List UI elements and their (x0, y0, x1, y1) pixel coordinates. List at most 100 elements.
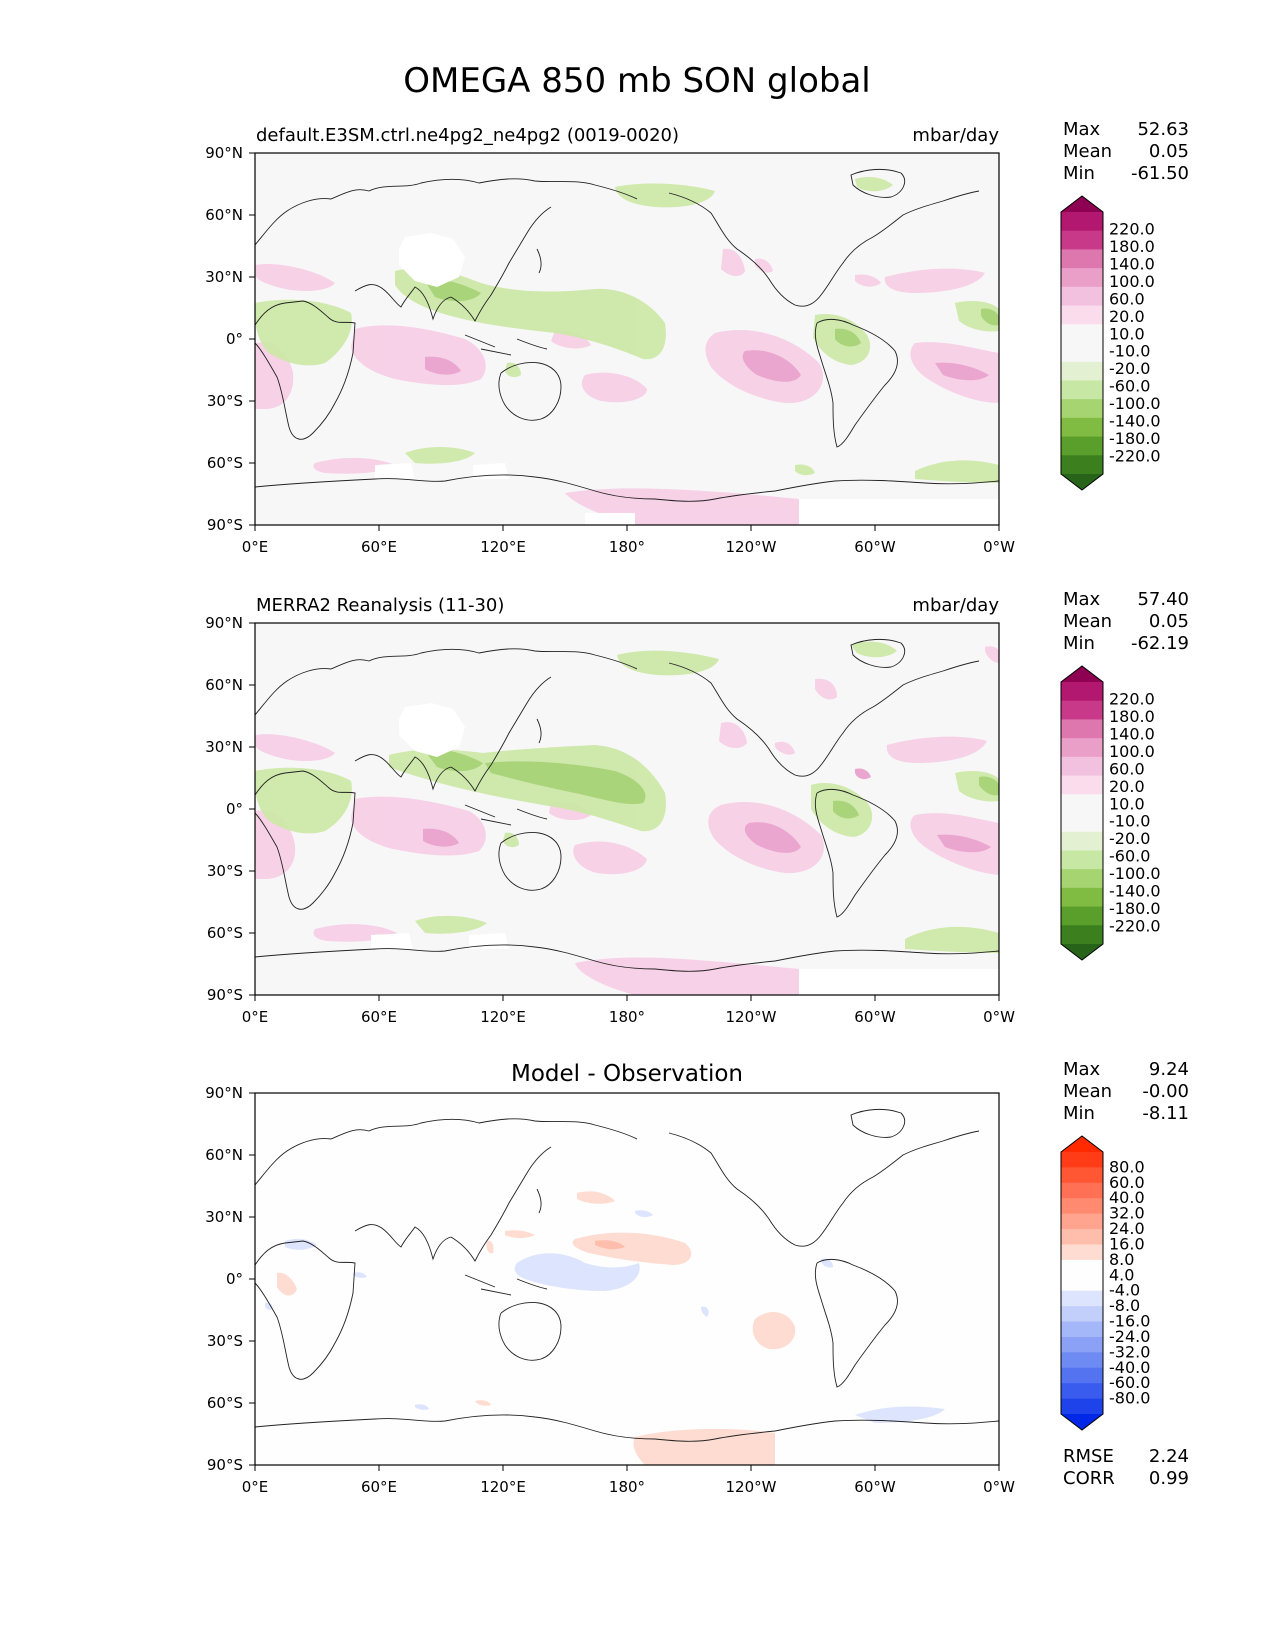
colorbar-segment (1061, 925, 1103, 945)
stat-label-min: Min (1063, 633, 1095, 654)
colorbar-tick-label: 180.0 (1109, 237, 1155, 256)
colorbar-segment (1061, 249, 1103, 269)
colorbar-tick-label: 140.0 (1109, 724, 1155, 743)
stat-label-min: Min (1063, 163, 1095, 184)
stat-label-max: Max (1063, 589, 1101, 610)
lon-tick-label: 120°E (480, 1478, 526, 1496)
lon-tick-label: 120°W (726, 1008, 777, 1026)
map-area (254, 1092, 1000, 1466)
lon-tick-label: 120°E (480, 1008, 526, 1026)
colorbar-extend-max (1061, 1136, 1103, 1152)
colorbar-segment (1061, 380, 1103, 400)
colorbar-extend-min (1061, 1414, 1103, 1430)
colorbar-extend-max (1061, 196, 1103, 212)
lon-tick-label: 0°W (983, 1008, 1015, 1026)
colorbar-segment (1061, 436, 1103, 456)
colorbar-tick-label: -220.0 (1109, 447, 1161, 466)
colorbar-tick-label: 100.0 (1109, 742, 1155, 761)
stat-label-max: Max (1063, 119, 1101, 140)
panel-difference: Model - Observation (205, 1061, 1015, 1496)
colorbar-segment (1061, 1306, 1103, 1323)
colorbar-tick-label: -16.0 (1109, 1312, 1150, 1331)
lat-tick-label: 60°N (205, 676, 243, 694)
lon-tick-label: 120°E (480, 538, 526, 556)
colorbar-segment (1061, 286, 1103, 307)
colorbar-segment (1061, 1182, 1103, 1199)
lat-tick-label: 90°N (205, 1084, 243, 1102)
lat-tick-label: 60°S (207, 1394, 243, 1412)
contour-positive-core (425, 350, 989, 382)
contour-negative (265, 1210, 945, 1423)
lon-tick-label: 180° (609, 538, 645, 556)
lat-axis: 90°N 60°N 30°N 0° 30°S 60°S 90°S (205, 614, 255, 1004)
lon-axis: 0°E 60°E 120°E 180° 120°W 60°W 0°W (242, 525, 1015, 556)
colorbar-segment (1061, 343, 1103, 363)
panel-reference: MERRA2 Reanalysis (11-30) mbar/day (205, 595, 1015, 1026)
lat-axis: 90°N 60°N 30°N 0° 30°S 60°S 90°S (205, 144, 255, 534)
stat-value-mean: 0.05 (1149, 611, 1189, 632)
colorbar-segment (1061, 1336, 1103, 1353)
lat-tick-label: 60°S (207, 454, 243, 472)
colorbar-reference: 220.0180.0140.0100.060.020.010.0-10.0-20… (1060, 665, 1161, 961)
colorbar-tick-label: 16.0 (1109, 1234, 1145, 1253)
lon-tick-label: 60°W (854, 1008, 896, 1026)
colorbar-tick-label: -100.0 (1109, 394, 1161, 413)
stat-value-rmse: 2.24 (1149, 1446, 1189, 1467)
colorbar-tick-label: -4.0 (1109, 1281, 1140, 1300)
colorbar-segment (1061, 719, 1103, 739)
stat-value-min: -61.50 (1131, 163, 1189, 184)
stat-label-rmse: RMSE (1063, 1446, 1114, 1467)
colorbar-segment (1061, 417, 1103, 438)
colorbar-extend-min (1061, 944, 1103, 960)
colorbar-segment (1061, 887, 1103, 908)
colorbar-tick-label: 220.0 (1109, 689, 1155, 708)
colorbar-tick-label: 60.0 (1109, 759, 1145, 778)
colorbar-segment (1061, 1213, 1103, 1230)
panel-left-title: MERRA2 Reanalysis (11-30) (256, 595, 504, 616)
colorbar-segment (1061, 212, 1103, 232)
colorbar-segment (1061, 399, 1103, 419)
colorbar-segment (1061, 738, 1103, 758)
colorbar-tick-label: 24.0 (1109, 1219, 1145, 1238)
map-area (254, 622, 1000, 996)
colorbar-segment (1061, 794, 1103, 814)
contour-negative-core (425, 279, 999, 347)
panel-test: default.E3SM.ctrl.ne4pg2_ne4pg2 (0019-00… (205, 125, 1015, 556)
stats-reference: Max 57.40 Mean 0.05 Min -62.19 (1063, 589, 1189, 654)
colorbar-segment (1061, 1275, 1103, 1292)
stat-label-corr: CORR (1063, 1468, 1115, 1489)
stat-label-mean: Mean (1063, 141, 1112, 162)
lon-tick-label: 0°W (983, 1478, 1015, 1496)
colorbar-tick-label: -20.0 (1109, 829, 1150, 848)
colorbar-tick-label: 20.0 (1109, 307, 1145, 326)
colorbar-tick-label: -220.0 (1109, 917, 1161, 936)
lon-tick-label: 0°E (242, 1008, 269, 1026)
lon-tick-label: 180° (609, 1478, 645, 1496)
colorbar-test: 220.0180.0140.0100.060.020.010.0-10.0-20… (1060, 195, 1161, 491)
lon-tick-label: 120°W (726, 1478, 777, 1496)
stat-value-corr: 0.99 (1149, 1468, 1189, 1489)
colorbar-tick-label: 220.0 (1109, 219, 1155, 238)
panel-units: mbar/day (912, 595, 999, 616)
colorbar-segment (1061, 1244, 1103, 1261)
colorbar-segment (1061, 906, 1103, 926)
lon-tick-label: 60°E (361, 538, 397, 556)
lat-tick-label: 90°N (205, 144, 243, 162)
stat-label-mean: Mean (1063, 611, 1112, 632)
stat-label-max: Max (1063, 1059, 1101, 1080)
colorbar-segment (1061, 455, 1103, 475)
lon-tick-label: 0°E (242, 1478, 269, 1496)
contour-negative (255, 641, 999, 953)
colorbar-segment (1061, 1152, 1103, 1168)
lon-tick-label: 0°E (242, 538, 269, 556)
contour-positive-core (595, 1240, 625, 1250)
lon-tick-label: 60°W (854, 1478, 896, 1496)
colorbar-tick-label: -180.0 (1109, 429, 1161, 448)
masked-region (371, 703, 999, 995)
lat-tick-label: 90°S (207, 516, 243, 534)
colorbar-tick-label: 32.0 (1109, 1204, 1145, 1223)
colorbar-tick-label: -100.0 (1109, 864, 1161, 883)
colorbar-tick-label: 4.0 (1109, 1265, 1134, 1284)
stats-test: Max 52.63 Mean 0.05 Min -61.50 (1063, 119, 1189, 184)
colorbar-tick-label: 20.0 (1109, 777, 1145, 796)
